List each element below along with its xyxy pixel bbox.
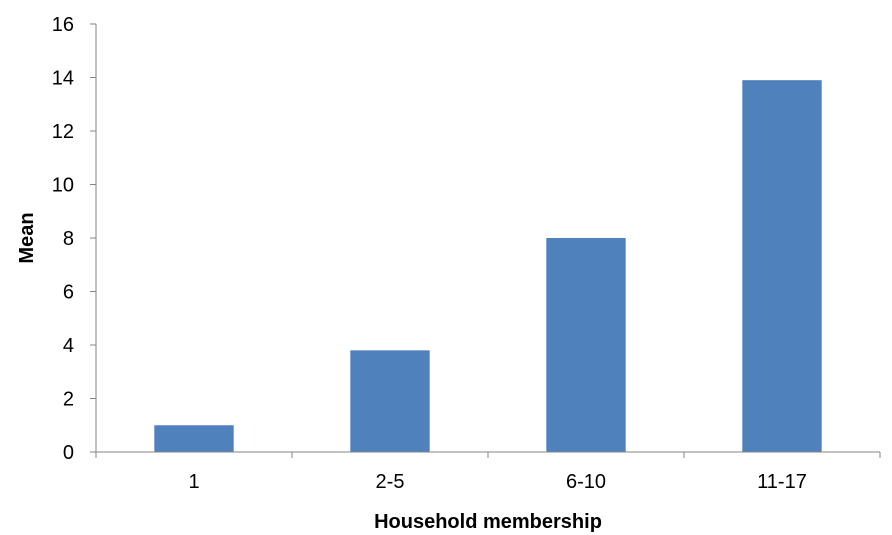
y-tick-label: 2 bbox=[63, 389, 74, 411]
y-tick-label: 12 bbox=[52, 121, 74, 143]
y-tick-label: 16 bbox=[52, 14, 74, 36]
y-tick-label: 10 bbox=[52, 175, 74, 197]
x-tick-label: 11-17 bbox=[757, 471, 807, 493]
y-tick-label: 0 bbox=[63, 442, 74, 464]
y-ticks-group: 0 2 4 6 8 10 12 14 16 bbox=[52, 14, 96, 464]
x-axis-title: Household membership bbox=[374, 511, 602, 533]
bar-1 bbox=[154, 425, 234, 452]
x-ticks-group: 1 2-5 6-10 11-17 bbox=[95, 452, 881, 493]
x-tick-label: 6-10 bbox=[566, 471, 606, 493]
x-tick-label: 2-5 bbox=[376, 471, 405, 493]
bar-2-5 bbox=[350, 350, 430, 452]
x-tick-label: 1 bbox=[188, 471, 199, 493]
y-tick-label: 4 bbox=[63, 335, 74, 357]
y-tick-label: 14 bbox=[52, 68, 74, 90]
y-tick-label: 8 bbox=[63, 228, 74, 250]
bar-11-17 bbox=[742, 80, 822, 453]
bars-group bbox=[154, 80, 822, 453]
y-tick-label: 6 bbox=[63, 282, 74, 304]
bar-6-10 bbox=[546, 238, 626, 452]
y-axis-title: Mean bbox=[16, 212, 38, 263]
